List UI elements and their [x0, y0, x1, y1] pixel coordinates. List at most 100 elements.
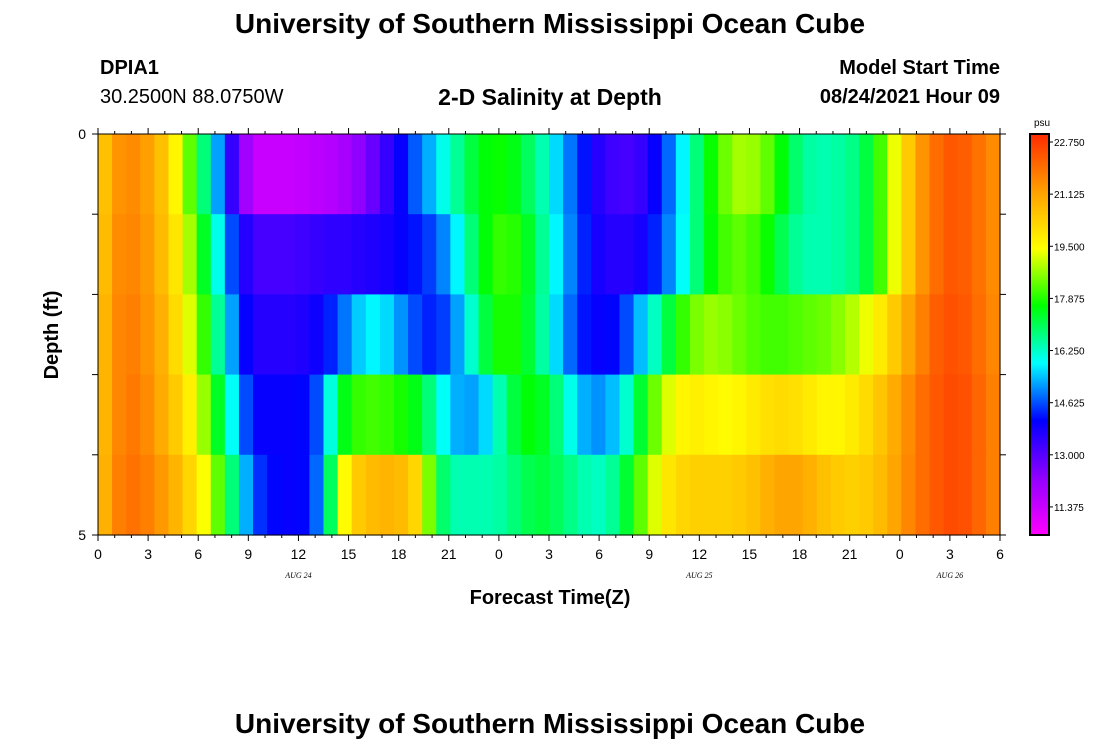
heatmap-cell — [253, 134, 268, 215]
heatmap-cell — [647, 134, 663, 215]
heatmap-cell — [98, 454, 113, 536]
heatmap-cell — [943, 134, 959, 215]
heatmap-cell — [591, 374, 606, 456]
heatmap-cell — [337, 454, 353, 536]
heatmap-cell — [802, 214, 818, 295]
heatmap-cell — [196, 134, 212, 215]
heatmap-cell — [436, 454, 451, 536]
heatmap-cell — [422, 134, 437, 215]
heatmap-cell — [887, 454, 902, 536]
heatmap-cell — [689, 294, 705, 376]
heatmap-cell — [647, 454, 663, 536]
heatmap-cell — [591, 134, 606, 215]
heatmap-cell — [238, 374, 254, 456]
heatmap-cell — [379, 134, 395, 215]
x-tick-label: 18 — [792, 546, 808, 562]
heatmap-cell — [365, 134, 381, 215]
heatmap-cell — [422, 374, 437, 456]
heatmap-cell — [915, 134, 931, 215]
heatmap-cell — [788, 374, 804, 456]
heatmap-cell — [563, 374, 578, 456]
heatmap-cell — [718, 374, 733, 456]
heatmap-cell — [450, 294, 466, 376]
heatmap-cell — [718, 294, 733, 376]
heatmap-cell — [126, 374, 141, 456]
heatmap-cell — [760, 454, 776, 536]
heatmap-cell — [704, 454, 719, 536]
heatmap-cell — [98, 294, 113, 376]
heatmap-cell — [323, 214, 339, 295]
colorbar-tick-label: 19.500 — [1054, 242, 1085, 253]
heatmap-cell — [816, 454, 832, 536]
heatmap-cell — [605, 454, 621, 536]
heatmap-cell — [746, 294, 761, 376]
heatmap-cell — [563, 294, 578, 376]
heatmap-cell — [140, 294, 155, 376]
heatmap-cell — [182, 134, 198, 215]
heatmap-cell — [281, 454, 296, 536]
heatmap-cell — [830, 214, 846, 295]
heatmap-cell — [464, 374, 480, 456]
heatmap-cell — [450, 134, 466, 215]
heatmap-cell — [506, 294, 522, 376]
heatmap-cell — [591, 294, 606, 376]
heatmap-cell — [675, 214, 691, 295]
heatmap-cell — [732, 134, 747, 215]
heatmap-cell — [379, 214, 395, 295]
heatmap-cell — [295, 214, 310, 295]
heatmap-cell — [351, 374, 367, 456]
heatmap-cell — [534, 134, 550, 215]
heatmap-cell — [422, 454, 437, 536]
heatmap-cell — [549, 214, 564, 295]
x-tick-label: 6 — [595, 546, 603, 562]
heatmap-cell — [267, 134, 282, 215]
heatmap-cell — [788, 214, 804, 295]
heatmap-cell — [112, 214, 127, 295]
heatmap-cell — [577, 134, 592, 215]
heatmap-cell — [915, 214, 931, 295]
heatmap-cell — [253, 374, 268, 456]
x-tick-label: 12 — [692, 546, 708, 562]
x-tick-label: 21 — [441, 546, 457, 562]
heatmap-cell — [675, 134, 691, 215]
heatmap-cell — [661, 374, 677, 456]
heatmap-cell — [915, 294, 931, 376]
heatmap-cell — [196, 454, 212, 536]
heatmap-cell — [98, 214, 113, 295]
model-start-label: Model Start Time — [839, 57, 1000, 79]
x-tick-label: 9 — [645, 546, 653, 562]
heatmap-cell — [182, 374, 198, 456]
heatmap-cell — [957, 374, 973, 456]
heatmap-cell — [788, 134, 804, 215]
heatmap-cell — [704, 134, 719, 215]
chart-title: 2-D Salinity at Depth — [438, 84, 662, 110]
heatmap-cell — [760, 374, 776, 456]
heatmap-cell — [549, 454, 564, 536]
heatmap-cell — [844, 294, 860, 376]
heatmap-cell — [379, 374, 395, 456]
x-tick-label: 15 — [742, 546, 758, 562]
heatmap-cell — [534, 214, 550, 295]
heatmap-cell — [844, 374, 860, 456]
heatmap-cell — [760, 294, 776, 376]
heatmap-cell — [746, 134, 761, 215]
heatmap-cell — [830, 294, 846, 376]
x-tick-label: 3 — [545, 546, 553, 562]
heatmap-cell — [351, 214, 367, 295]
heatmap-cell — [112, 454, 127, 536]
heatmap-cell — [901, 374, 917, 456]
heatmap-cell — [647, 294, 663, 376]
heatmap-cell — [154, 454, 170, 536]
heatmap-cell — [224, 374, 240, 456]
heatmap-cell — [154, 294, 170, 376]
heatmap-cell — [422, 294, 437, 376]
axes: 0 3 6 9 12 15 18 21 0 3 6 9 12 15 18 21 0 3 6 AUG 24 AUG 25 A… — [78, 126, 1006, 580]
heatmap-cell — [957, 214, 973, 295]
heatmap-cell — [704, 294, 719, 376]
heatmap-cell — [238, 454, 254, 536]
heatmap-cell — [98, 374, 113, 456]
heatmap-cell — [267, 214, 282, 295]
heatmap-cell — [365, 374, 381, 456]
heatmap-cell — [365, 214, 381, 295]
heatmap-cell — [915, 374, 931, 456]
